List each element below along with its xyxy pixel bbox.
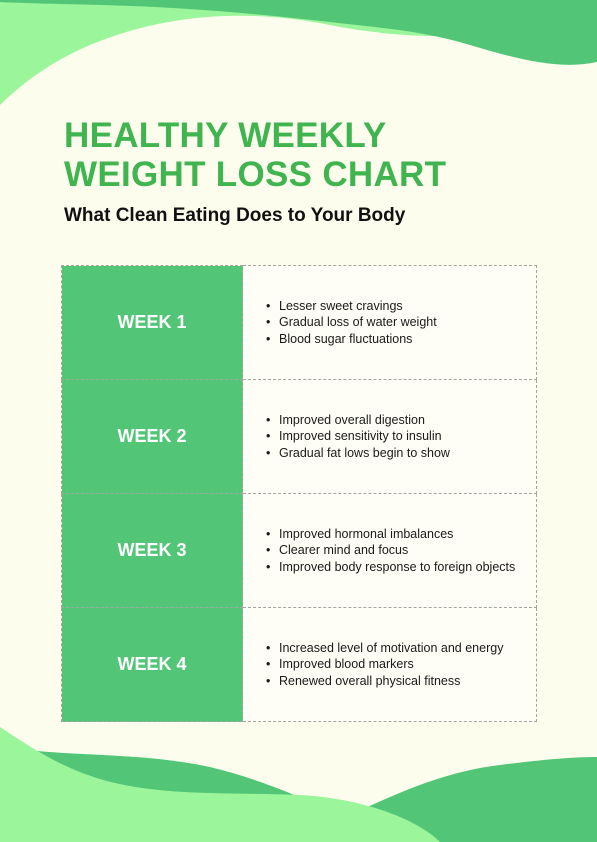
page-subtitle: What Clean Eating Does to Your Body (64, 205, 406, 226)
weekly-chart-table: WEEK 1 Lesser sweet cravings Gradual los… (61, 265, 537, 722)
list-item: Renewed overall physical fitness (266, 673, 536, 690)
week-label: WEEK 4 (61, 607, 243, 722)
title-line: WEIGHT LOSS CHART (64, 155, 447, 194)
table-row: WEEK 3 Improved hormonal imbalances Clea… (61, 493, 537, 608)
week-details: Improved hormonal imbalances Clearer min… (242, 493, 537, 608)
week-details: Increased level of motivation and energy… (242, 607, 537, 722)
table-row: WEEK 4 Increased level of motivation and… (61, 607, 537, 722)
table-row: WEEK 1 Lesser sweet cravings Gradual los… (61, 265, 537, 380)
benefit-list: Increased level of motivation and energy… (243, 640, 536, 690)
week-label: WEEK 1 (61, 265, 243, 380)
list-item: Blood sugar fluctuations (266, 331, 536, 348)
benefit-list: Improved overall digestion Improved sens… (243, 412, 536, 462)
bottom-wave-decoration (0, 727, 597, 842)
page-title: HEALTHY WEEKLY WEIGHT LOSS CHART (64, 116, 446, 194)
week-details: Improved overall digestion Improved sens… (242, 379, 537, 494)
list-item: Improved blood markers (266, 656, 536, 673)
list-item: Improved overall digestion (266, 412, 536, 429)
list-item: Lesser sweet cravings (266, 298, 536, 315)
benefit-list: Improved hormonal imbalances Clearer min… (243, 526, 536, 576)
list-item: Improved hormonal imbalances (266, 526, 536, 543)
list-item: Increased level of motivation and energy (266, 640, 536, 657)
title-line: HEALTHY WEEKLY (64, 116, 387, 155)
list-item: Improved body response to foreign object… (266, 559, 536, 576)
list-item: Clearer mind and focus (266, 542, 536, 559)
list-item: Gradual fat lows begin to show (266, 445, 536, 462)
top-wave-dark (0, 0, 597, 65)
week-label: WEEK 3 (61, 493, 243, 608)
bottom-wave-light (0, 727, 440, 842)
table-row: WEEK 2 Improved overall digestion Improv… (61, 379, 537, 494)
list-item: Improved sensitivity to insulin (266, 428, 536, 445)
list-item: Gradual loss of water weight (266, 314, 536, 331)
benefit-list: Lesser sweet cravings Gradual loss of wa… (243, 298, 536, 348)
top-wave-decoration (0, 0, 597, 105)
week-label: WEEK 2 (61, 379, 243, 494)
week-details: Lesser sweet cravings Gradual loss of wa… (242, 265, 537, 380)
